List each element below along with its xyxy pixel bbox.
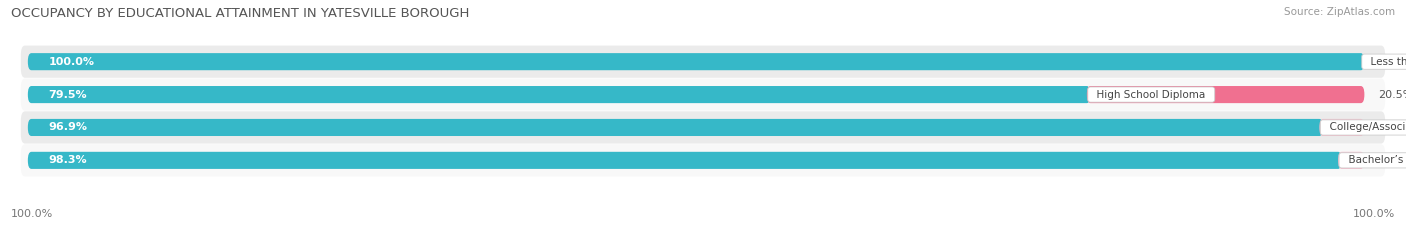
FancyBboxPatch shape	[28, 152, 1341, 169]
FancyBboxPatch shape	[1319, 119, 1364, 136]
FancyBboxPatch shape	[28, 53, 1364, 70]
Text: Less than High School: Less than High School	[1364, 57, 1406, 67]
Text: 20.5%: 20.5%	[1378, 89, 1406, 99]
Text: 98.3%: 98.3%	[48, 155, 87, 165]
Text: Bachelor’s Degree or higher: Bachelor’s Degree or higher	[1341, 155, 1406, 165]
Text: 96.9%: 96.9%	[48, 123, 87, 133]
Text: 100.0%: 100.0%	[48, 57, 94, 67]
FancyBboxPatch shape	[28, 119, 1323, 136]
FancyBboxPatch shape	[1339, 152, 1364, 169]
Text: 79.5%: 79.5%	[48, 89, 87, 99]
Text: 100.0%: 100.0%	[11, 209, 53, 219]
Text: High School Diploma: High School Diploma	[1091, 89, 1212, 99]
Text: 1.7%: 1.7%	[1378, 155, 1406, 165]
FancyBboxPatch shape	[21, 111, 1385, 144]
FancyBboxPatch shape	[21, 144, 1385, 176]
Text: College/Associate Degree: College/Associate Degree	[1323, 123, 1406, 133]
FancyBboxPatch shape	[1087, 86, 1364, 103]
Text: Source: ZipAtlas.com: Source: ZipAtlas.com	[1284, 7, 1395, 17]
Text: 100.0%: 100.0%	[1353, 209, 1395, 219]
Text: 3.1%: 3.1%	[1378, 123, 1406, 133]
FancyBboxPatch shape	[28, 86, 1091, 103]
Text: 0.0%: 0.0%	[1378, 57, 1406, 67]
Text: OCCUPANCY BY EDUCATIONAL ATTAINMENT IN YATESVILLE BOROUGH: OCCUPANCY BY EDUCATIONAL ATTAINMENT IN Y…	[11, 7, 470, 20]
FancyBboxPatch shape	[21, 46, 1385, 78]
FancyBboxPatch shape	[21, 79, 1385, 111]
